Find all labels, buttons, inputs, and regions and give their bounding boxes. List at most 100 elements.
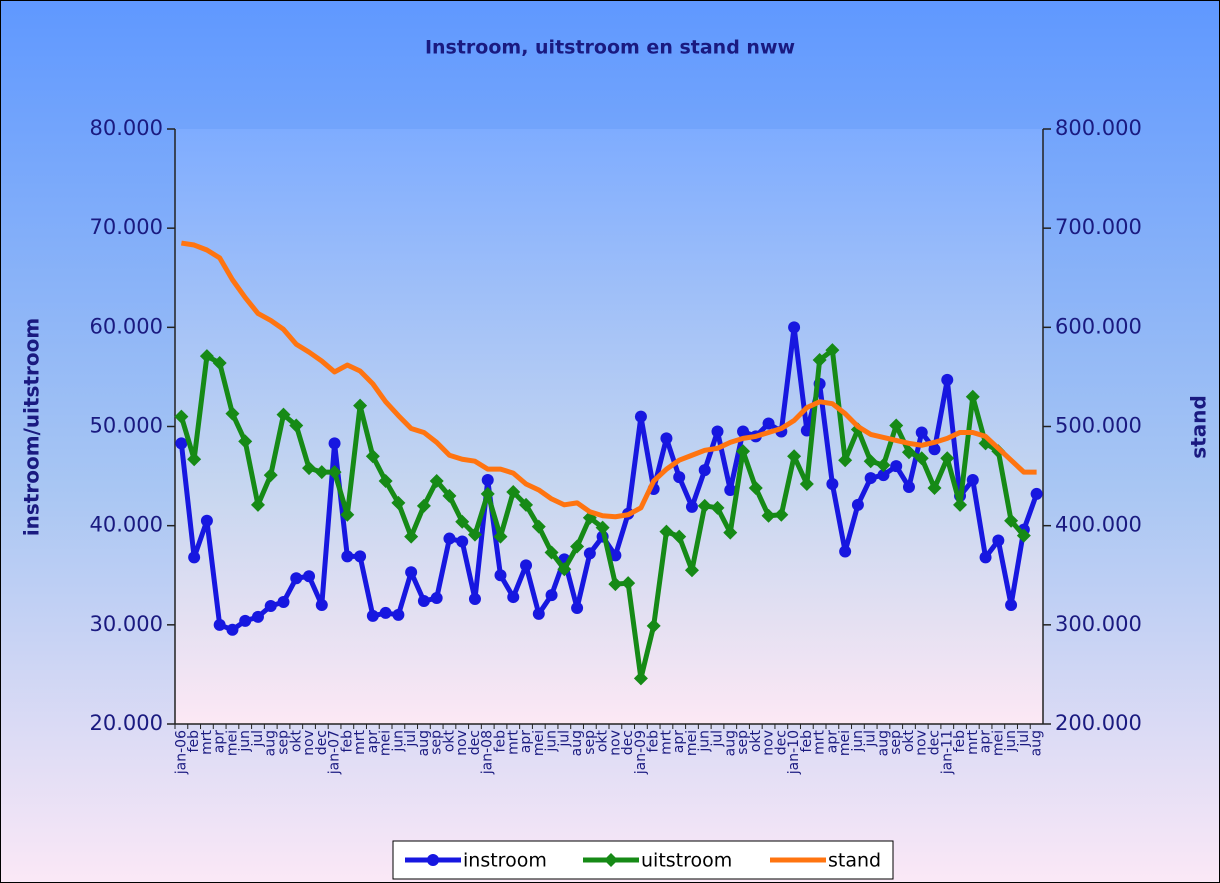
marker (851, 498, 864, 511)
marker (341, 550, 354, 563)
marker (544, 545, 559, 560)
marker (212, 356, 227, 371)
x-tick-label: jul (250, 730, 266, 748)
marker (263, 468, 278, 483)
legend-marker (427, 854, 439, 866)
x-tick-label: jul (1016, 730, 1032, 748)
marker (200, 514, 213, 527)
x-tick-label: jan-11 (939, 730, 955, 775)
x-tick-label: aug (875, 730, 891, 756)
y2-tick-label: 800.000 (1055, 116, 1142, 140)
marker (405, 566, 418, 579)
x-tick-label: jul (556, 730, 572, 748)
x-tick-label: mei (990, 730, 1006, 756)
x-tick-label: feb (493, 730, 509, 753)
marker (583, 547, 596, 560)
legend-marker (604, 853, 618, 867)
marker (314, 465, 329, 480)
marker (965, 389, 980, 404)
x-tick-label: mrt (812, 729, 828, 754)
x-tick-label: aug (722, 730, 738, 756)
marker (659, 524, 674, 539)
marker (480, 486, 495, 501)
marker (737, 425, 750, 438)
marker (226, 623, 239, 636)
marker (455, 514, 470, 529)
x-tick-label: nov (454, 730, 470, 756)
x-tick-label: sep (276, 730, 292, 755)
y-tick-label: 70.000 (90, 215, 163, 239)
marker (379, 606, 392, 619)
x-tick-label: mei (531, 730, 547, 756)
x-tick-label: mrt (199, 729, 215, 754)
marker (889, 418, 904, 433)
marker (481, 474, 494, 487)
marker (633, 671, 648, 686)
x-tick-label: jan-07 (327, 730, 343, 775)
marker (264, 599, 277, 612)
y-tick-label: 20.000 (90, 711, 163, 735)
x-tick-label: apr (978, 730, 994, 753)
marker (736, 444, 751, 459)
marker (239, 614, 252, 627)
marker (174, 409, 189, 424)
x-tick-label: aug (1029, 730, 1045, 756)
x-tick-label: jun (1003, 730, 1019, 753)
marker (621, 576, 636, 591)
x-tick-label: okt (748, 729, 764, 752)
marker (340, 507, 355, 522)
marker (595, 520, 610, 535)
x-tick-label: jul (403, 730, 419, 748)
marker (609, 549, 622, 562)
y2-tick-label: 600.000 (1055, 314, 1142, 338)
x-tick-label: aug (569, 730, 585, 756)
x-tick-label: apr (365, 730, 381, 753)
marker (175, 437, 188, 450)
x-tick-label: mei (224, 730, 240, 756)
x-tick-label: aug (416, 730, 432, 756)
marker (532, 607, 545, 620)
marker (327, 465, 342, 480)
marker (723, 525, 738, 540)
marker (571, 601, 584, 614)
marker (250, 497, 265, 512)
y2-tick-label: 700.000 (1055, 215, 1142, 239)
marker (493, 529, 508, 544)
marker (430, 592, 443, 605)
x-tick-label: apr (824, 730, 840, 753)
marker (213, 618, 226, 631)
x-tick-label: jun (237, 730, 253, 753)
x-tick-label: sep (429, 730, 445, 755)
x-tick-label: jan-09 (633, 730, 649, 775)
marker (277, 596, 290, 609)
x-tick-label: mei (837, 730, 853, 756)
chart-title: Instroom, uitstroom en stand nww (425, 37, 795, 59)
x-tick-label: feb (339, 730, 355, 753)
marker (902, 480, 915, 493)
legend-label: instroom (463, 850, 547, 872)
x-tick-label: jul (710, 730, 726, 748)
x-tick-label: apr (518, 730, 534, 753)
marker (799, 477, 814, 492)
marker (494, 569, 507, 582)
marker (392, 608, 405, 621)
x-tick-label: jun (544, 730, 560, 753)
marker (570, 539, 585, 554)
x-tick-label: dec (620, 730, 636, 755)
marker (710, 500, 725, 515)
marker (748, 480, 763, 495)
x-tick-label: jun (850, 730, 866, 753)
x-tick-label: dec (467, 730, 483, 755)
marker (353, 398, 368, 413)
x-tick-label: dec (773, 730, 789, 755)
marker (672, 529, 687, 544)
marker (928, 443, 941, 456)
marker (303, 570, 316, 583)
marker (825, 343, 840, 358)
x-tick-label: nov (301, 730, 317, 756)
marker (876, 458, 891, 473)
marker (545, 589, 558, 602)
y2-tick-label: 400.000 (1055, 513, 1142, 537)
x-tick-label: okt (595, 729, 611, 752)
marker (467, 527, 482, 542)
